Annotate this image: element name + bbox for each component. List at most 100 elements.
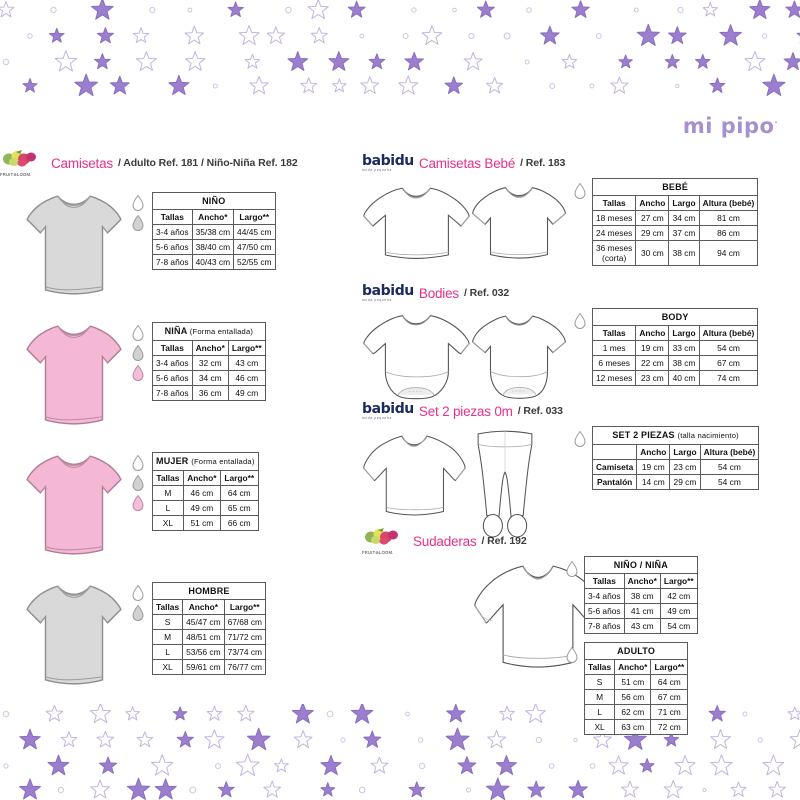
table-title-row: BODY — [591, 308, 759, 326]
size-table-niña: NIÑA (Forma entallada) Tallas Ancho* Largo*… — [152, 322, 266, 401]
garment-group — [362, 556, 602, 685]
row-label: L — [151, 644, 184, 660]
table-row: 36 meses (corta) 30 cm 38 cm 94 cm — [591, 240, 759, 266]
cell-value: 40 cm — [668, 370, 700, 386]
table-row: 24 meses 29 cm 37 cm 86 cm — [591, 225, 759, 241]
star-border-top — [0, 0, 800, 96]
table-row: 1 mes 19 cm 33 cm 54 cm — [591, 340, 759, 356]
table-row: L 62 cm 71 cm — [583, 704, 689, 720]
table-row: Pantalón 14 cm 29 cm 54 cm — [591, 474, 760, 490]
product-row: NIÑA (Forma entallada) Tallas Ancho* Largo*… — [0, 318, 266, 435]
left-column: FRUIT⊕LOOM. Camisetas / Adulto Ref. 181 / … — [0, 149, 370, 685]
table-header-row: Tallas Ancho* Largo** — [152, 340, 266, 356]
droplet-legend — [130, 584, 146, 623]
cell-value: 32 cm — [191, 355, 229, 371]
section-heading-3: FRUIT⊕LOOM. Sudaderas / Ref. 192 — [362, 527, 800, 555]
droplet-legend — [572, 430, 588, 449]
row-label: M — [152, 485, 184, 501]
cell-value: 64 cm — [650, 674, 689, 690]
size-table-body: BODY Tallas Ancho Largo Altura (bebé) 1 mes 19… — [591, 308, 759, 386]
row-label: 5-6 años — [152, 370, 193, 386]
table-row: Camiseta 19 cm 23 cm 54 cm — [591, 459, 760, 475]
garment-illustration — [362, 308, 470, 413]
bodysuit-shortsleeve-illustration — [472, 315, 566, 399]
column-header: Tallas — [591, 325, 637, 341]
cell-value: 23 cm — [635, 370, 670, 386]
set-top-illustration — [363, 435, 466, 516]
garment-illustration — [0, 188, 130, 305]
cell-value: 30 cm — [635, 240, 670, 266]
table-header-row: Tallas Ancho Largo Altura (bebé) — [591, 195, 759, 211]
column-header: Altura (bebé) — [698, 195, 759, 211]
row-label: 3-4 años — [584, 588, 625, 604]
cell-value: 34 cm — [191, 370, 229, 386]
table-header-row: Tallas Ancho* Largo** — [152, 470, 259, 486]
section-reference: / Ref. 033 — [517, 405, 563, 417]
table-header-row: Tallas Ancho* Largo** — [584, 573, 698, 589]
section-title: Set 2 piezas 0m — [418, 403, 513, 419]
table-row: 3-4 años 32 cm 43 cm — [152, 355, 266, 371]
trademark-mark: · — [774, 118, 778, 127]
baby-tshirt-longsleeve-illustration — [363, 187, 470, 259]
column-header: Ancho* — [623, 573, 661, 589]
table-row: 7-8 años 40/43 cm 52/55 cm — [152, 254, 276, 270]
garment-group — [362, 308, 572, 413]
table-row: M 48/51 cm 71/72 cm — [151, 629, 267, 645]
cell-value: 29 cm — [635, 225, 670, 241]
column-header: Tallas — [584, 573, 625, 589]
cell-value: 66 cm — [219, 515, 259, 531]
droplet-icon-white — [130, 454, 146, 473]
section-title: Camisetas Bebé — [418, 155, 516, 171]
cell-value: 46 cm — [182, 485, 221, 501]
cell-value: 54 cm — [698, 340, 759, 356]
column-header: Tallas — [151, 599, 184, 615]
row-label: 7-8 años — [152, 385, 193, 401]
cell-value: 67 cm — [698, 355, 759, 371]
droplet-icon-pink — [130, 364, 146, 383]
right-section: babidu moda pequeña Set 2 piezas 0m / Ref. … — [362, 398, 800, 549]
table-row: XL 51 cm 66 cm — [152, 515, 259, 531]
babidu-logo-word: babidu — [362, 400, 414, 417]
row-label: 36 meses (corta) — [591, 240, 637, 266]
garment-illustration — [0, 578, 130, 695]
table-row: 5-6 años 34 cm 46 cm — [152, 370, 266, 386]
table-title-row: HOMBRE — [151, 582, 267, 600]
bodysuit-longsleeve-illustration — [363, 315, 470, 400]
baby-tshirt-shortsleeve-illustration — [472, 187, 566, 259]
cell-value: 42 cm — [659, 588, 698, 604]
cell-value: 23 cm — [669, 459, 701, 475]
column-header: Largo** — [650, 659, 689, 675]
table-row: L 53/56 cm 73/74 cm — [151, 644, 267, 660]
cell-value: 49 cm — [659, 603, 698, 619]
table-title: HOMBRE — [151, 582, 267, 600]
column-header: Largo** — [233, 209, 276, 225]
section-reference: / Ref. 183 — [520, 157, 566, 169]
cell-value: 40/43 cm — [191, 254, 235, 270]
droplet-icon-pink — [130, 494, 146, 513]
table-title: BEBÉ — [591, 178, 759, 196]
column-header — [591, 444, 638, 460]
product-row: NIÑO Tallas Ancho* Largo** 3-4 años 35/38 cm 4… — [0, 188, 276, 305]
section-reference: / Ref. 032 — [463, 287, 510, 299]
garment-illustration — [0, 448, 130, 565]
table-row: 3-4 años 38 cm 42 cm — [584, 588, 698, 604]
table-title: NIÑA (Forma entallada) — [152, 322, 266, 341]
babidu-logo-tagline: moda pequeña — [362, 415, 392, 420]
table-title-row: SET 2 PIEZAS (talla nacimiento) — [591, 426, 760, 445]
product-row: HOMBRE Tallas Ancho* Largo** S 45/47 cm 67/68 … — [0, 578, 267, 695]
row-label: S — [583, 674, 616, 690]
table-row: L 49 cm 65 cm — [152, 500, 259, 516]
table-row: S 51 cm 64 cm — [583, 674, 689, 690]
babidu-logo: babidu moda pequeña — [362, 402, 414, 421]
cell-value: 73/74 cm — [223, 644, 267, 660]
cell-value: 49 cm — [182, 500, 221, 516]
garment-illustration — [466, 426, 544, 549]
cell-value: 48/51 cm — [182, 629, 225, 645]
cell-value: 33 cm — [668, 340, 700, 356]
cell-value: 71/72 cm — [223, 629, 267, 645]
cell-value: 38/40 cm — [191, 239, 235, 255]
droplet-icon-white — [564, 646, 580, 669]
row-label: 6 meses — [591, 355, 637, 371]
garment-illustration — [470, 178, 568, 271]
cell-value: 51 cm — [614, 674, 652, 690]
